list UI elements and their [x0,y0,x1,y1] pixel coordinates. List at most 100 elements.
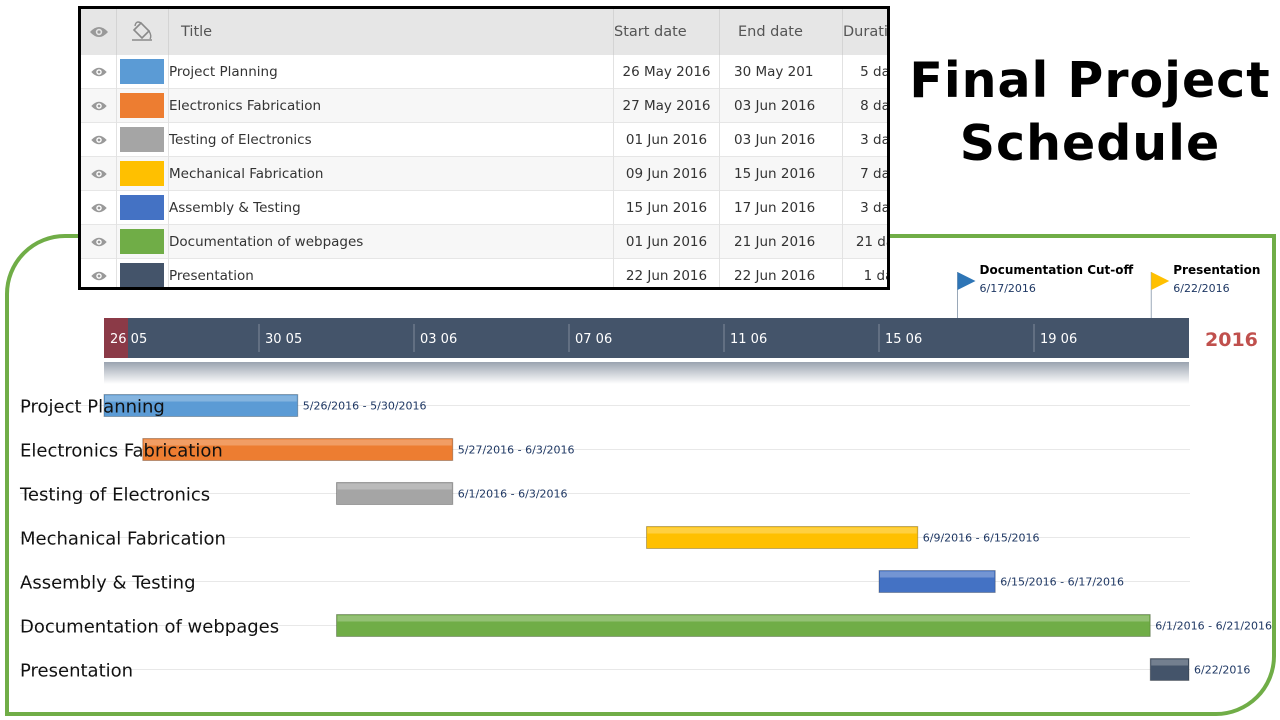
task-end-cell[interactable]: 03 Jun 2016 [719,122,843,157]
eye-icon[interactable] [81,202,116,214]
task-duration-cell[interactable]: 5 days [842,54,887,89]
task-duration-cell[interactable]: 21 days [842,224,887,259]
task-color-swatch[interactable] [120,127,164,152]
table-header-row: Title Start date End date Duration [81,9,887,55]
task-start-cell[interactable]: 22 Jun 2016 [613,258,720,287]
task-color-swatch-cell[interactable] [116,122,169,157]
slide-title-line-1: Final Project [909,52,1271,109]
visibility-toggle[interactable] [81,156,117,191]
task-start-cell[interactable]: 26 May 2016 [613,54,720,89]
eye-icon[interactable] [81,100,116,112]
task-bar[interactable] [878,570,996,593]
gantt-row: Project Planning 5/26/2016 - 5/30/2016 [20,394,1190,418]
task-title-cell[interactable]: Electronics Fabrication [168,88,614,123]
task-color-swatch[interactable] [120,161,164,186]
task-bar[interactable] [646,526,919,549]
gantt-row: Assembly & Testing 6/15/2016 - 6/17/2016 [20,570,1190,594]
task-duration-cell[interactable]: 1 day [842,258,887,287]
gantt-row: Presentation 6/22/2016 [20,658,1250,682]
task-bar-highlight [647,527,917,534]
eye-icon[interactable] [81,66,116,78]
visibility-column-header[interactable] [81,9,117,55]
task-end-cell[interactable]: 03 Jun 2016 [719,88,843,123]
task-end-cell[interactable]: 17 Jun 2016 [719,190,843,225]
task-color-swatch[interactable] [120,195,164,220]
milestone[interactable]: Documentation Cut-off 6/17/2016 [957,263,1134,318]
visibility-toggle[interactable] [81,190,117,225]
task-color-swatch[interactable] [120,59,164,84]
task-bar[interactable] [103,394,299,417]
flag-icon[interactable] [957,272,976,290]
task-date-range-label: 6/22/2016 [1194,664,1250,677]
task-start-cell[interactable]: 01 Jun 2016 [613,224,720,259]
gantt-row: Mechanical Fabrication 6/9/2016 - 6/15/20… [20,526,1190,550]
table-row[interactable]: Project Planning 26 May 2016 30 May 201 5 d… [81,54,887,89]
task-duration-cell[interactable]: 7 days [842,156,887,191]
flag-icon[interactable] [1151,272,1170,290]
task-duration-cell[interactable]: 3 days [842,190,887,225]
task-start-cell[interactable]: 15 Jun 2016 [613,190,720,225]
task-title-cell[interactable]: Mechanical Fabrication [168,156,614,191]
task-date-range-label: 6/9/2016 - 6/15/2016 [923,532,1040,545]
task-duration-cell[interactable]: 3 days [842,122,887,157]
visibility-toggle[interactable] [81,122,117,157]
table-row[interactable]: Electronics Fabrication 27 May 2016 03 Jun… [81,88,887,123]
task-start-cell[interactable]: 01 Jun 2016 [613,122,720,157]
task-start-cell[interactable]: 27 May 2016 [613,88,720,123]
task-label: Presentation [20,661,133,682]
duration-column-header[interactable]: Duration [842,9,887,55]
task-date-range-label: 5/27/2016 - 6/3/2016 [458,444,575,457]
task-title-cell[interactable]: Documentation of webpages [168,224,614,259]
task-bar[interactable] [336,614,1151,637]
task-title-cell[interactable]: Presentation [168,258,614,287]
title-column-header[interactable]: Title [168,9,614,55]
task-title-cell[interactable]: Testing of Electronics [168,122,614,157]
task-color-swatch[interactable] [120,93,164,118]
table-row[interactable]: Testing of Electronics 01 Jun 2016 03 Jun … [81,122,887,157]
task-label: Mechanical Fabrication [20,529,226,550]
task-bar[interactable] [336,482,454,505]
eye-icon[interactable] [81,168,116,180]
task-bar[interactable] [142,438,454,461]
visibility-toggle[interactable] [81,258,117,287]
task-bar-highlight [337,483,452,490]
task-color-swatch-cell[interactable] [116,156,169,191]
task-start-cell[interactable]: 09 Jun 2016 [613,156,720,191]
task-color-swatch-cell[interactable] [116,88,169,123]
visibility-toggle[interactable] [81,54,117,89]
task-color-swatch-cell[interactable] [116,224,169,259]
task-title-cell[interactable]: Assembly & Testing [168,190,614,225]
color-column-header[interactable] [116,9,169,55]
task-title-cell[interactable]: Project Planning [168,54,614,89]
milestone-title: Documentation Cut-off [980,263,1134,277]
year-label: 2016 [1205,329,1258,351]
gantt-row: Electronics Fabrication 5/27/2016 - 6/3/2… [20,438,1190,462]
task-end-cell[interactable]: 21 Jun 2016 [719,224,843,259]
milestone[interactable]: Presentation 6/22/2016 [1150,263,1260,318]
eye-icon[interactable] [81,134,116,146]
visibility-toggle[interactable] [81,88,117,123]
task-color-swatch-cell[interactable] [116,190,169,225]
visibility-toggle[interactable] [81,224,117,259]
eye-icon[interactable] [81,236,116,248]
task-end-cell[interactable]: 30 May 201 [719,54,843,89]
end-date-column-header[interactable]: End date [719,9,843,55]
task-color-swatch[interactable] [120,229,164,254]
task-color-swatch-cell[interactable] [116,54,169,89]
task-end-cell[interactable]: 15 Jun 2016 [719,156,843,191]
task-color-swatch[interactable] [120,263,164,287]
tick-label: 15 06 [885,332,922,347]
task-table-panel: Title Start date End date Duration Proje… [78,6,890,290]
task-bar-highlight [337,615,1150,622]
task-color-swatch-cell[interactable] [116,258,169,287]
task-bar[interactable] [1149,658,1190,681]
task-end-cell[interactable]: 22 Jun 2016 [719,258,843,287]
task-duration-cell[interactable]: 8 days [842,88,887,123]
start-date-column-header[interactable]: Start date [613,9,720,55]
table-row[interactable]: Assembly & Testing 15 Jun 2016 17 Jun 2016… [81,190,887,225]
eye-icon[interactable] [81,270,116,282]
table-row[interactable]: Mechanical Fabrication 09 Jun 2016 15 Jun … [81,156,887,191]
tick-label: 26 05 [110,332,147,347]
table-row[interactable]: Documentation of webpages 01 Jun 2016 21 J… [81,224,887,259]
